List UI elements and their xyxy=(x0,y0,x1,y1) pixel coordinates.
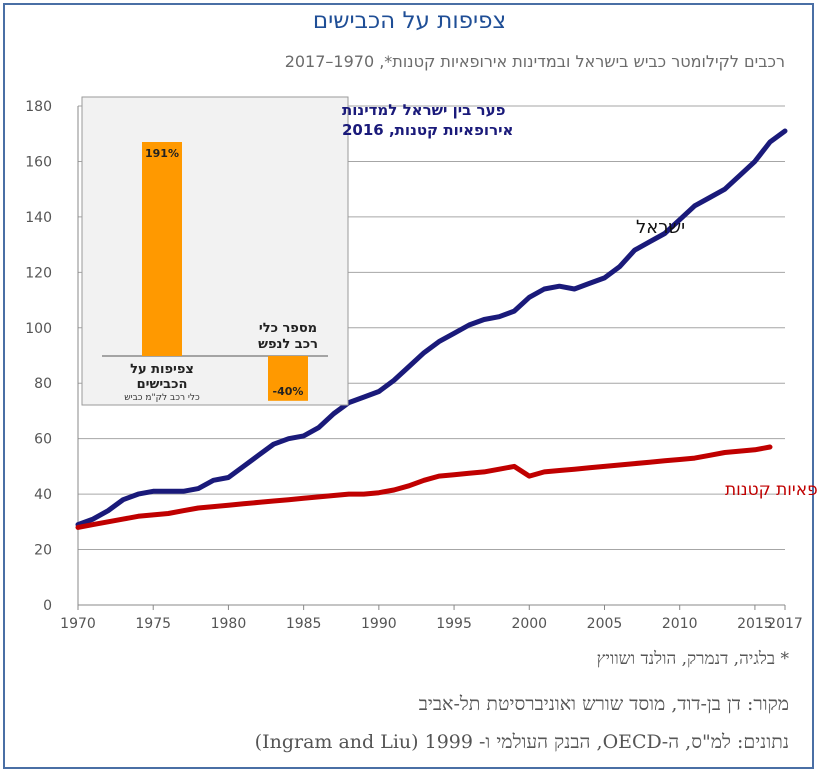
y-tick-label: 140 xyxy=(25,210,52,226)
europe-series-label: מדינות אירופאיות קטנות xyxy=(725,480,819,500)
x-tick-label: 2010 xyxy=(662,616,698,632)
inset-bar xyxy=(268,356,308,401)
y-tick-label: 40 xyxy=(34,487,52,503)
x-tick-label: 2017 xyxy=(767,616,803,632)
y-tick-label: 80 xyxy=(34,376,52,392)
inset-category-sublabel: כלי רכב לק"מ כביש xyxy=(124,393,200,403)
x-tick-label: 2015 xyxy=(737,616,773,632)
chart-title: צפיפות על הכבישים xyxy=(312,8,507,34)
inset-category-label: צפיפות על xyxy=(130,362,194,377)
data-note: נתונים: למ"ס, ה-OECD, הבנק העולמי ו- 199… xyxy=(254,731,789,753)
x-tick-label: 1980 xyxy=(211,616,247,632)
x-tick-label: 1975 xyxy=(135,616,171,632)
chart-frame xyxy=(3,3,814,769)
footnote: * בלגיה, דנמרק, הולנד ושוויץ xyxy=(596,649,789,669)
inset-title-line: אירופאיות קטנות, 2016 xyxy=(342,121,513,139)
x-tick-label: 1990 xyxy=(361,616,397,632)
inset-category-label: מספר כלי xyxy=(259,321,317,336)
inset-bar-value-label: -40% xyxy=(273,385,304,398)
inset-category-label: הכבישים xyxy=(137,377,188,392)
inset-category-label: רכב לנפש xyxy=(258,337,318,352)
inset-bar-value-label: 191% xyxy=(145,147,179,160)
y-tick-label: 0 xyxy=(43,598,52,614)
europe-series-line xyxy=(75,444,773,530)
y-tick-label: 120 xyxy=(25,265,52,281)
y-tick-label: 180 xyxy=(25,99,52,115)
israel-series-label: ישראל xyxy=(636,217,685,238)
chart-subtitle: רכבים לקילומטר כביש בישראל ובמדינות אירו… xyxy=(284,52,785,71)
inset-bar xyxy=(142,142,182,356)
x-tick-label: 2005 xyxy=(587,616,623,632)
x-tick-label: 1985 xyxy=(286,616,322,632)
israel-series-line xyxy=(75,128,788,528)
y-tick-label: 160 xyxy=(25,154,52,170)
x-tick-label: 2000 xyxy=(511,616,547,632)
inset-chart: פער בין ישראל למדינות אירופאיות קטנות, 20… xyxy=(81,96,513,406)
x-tick-label: 1970 xyxy=(60,616,96,632)
x-tick-label: 1995 xyxy=(436,616,472,632)
y-tick-label: 100 xyxy=(25,321,52,337)
inset-panel xyxy=(81,96,349,406)
inset-title-line: פער בין ישראל למדינות xyxy=(342,101,506,119)
y-tick-label: 60 xyxy=(34,432,52,448)
y-tick-label: 20 xyxy=(34,543,52,559)
source-note: מקור: דן בן-דוד, מוסד שורש ואוניברסיטת ת… xyxy=(418,693,789,715)
